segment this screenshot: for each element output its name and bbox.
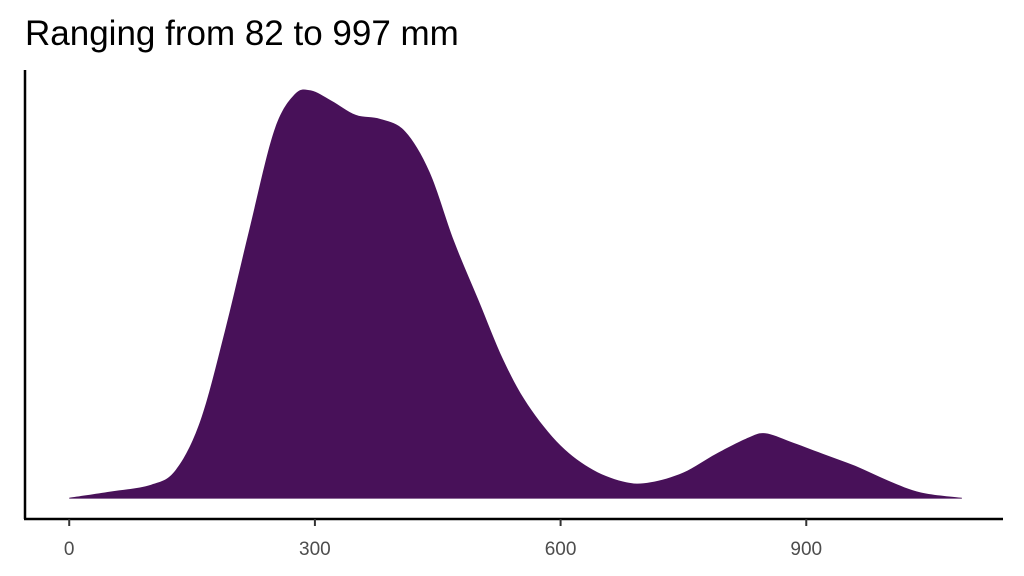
x-tick-label: 0: [64, 539, 75, 560]
x-tick-label: 600: [545, 539, 577, 560]
x-tick-label: 300: [299, 539, 331, 560]
chart-title: Ranging from 82 to 997 mm: [25, 14, 459, 53]
density-area: [69, 89, 962, 499]
x-tick-label: 900: [790, 539, 822, 560]
